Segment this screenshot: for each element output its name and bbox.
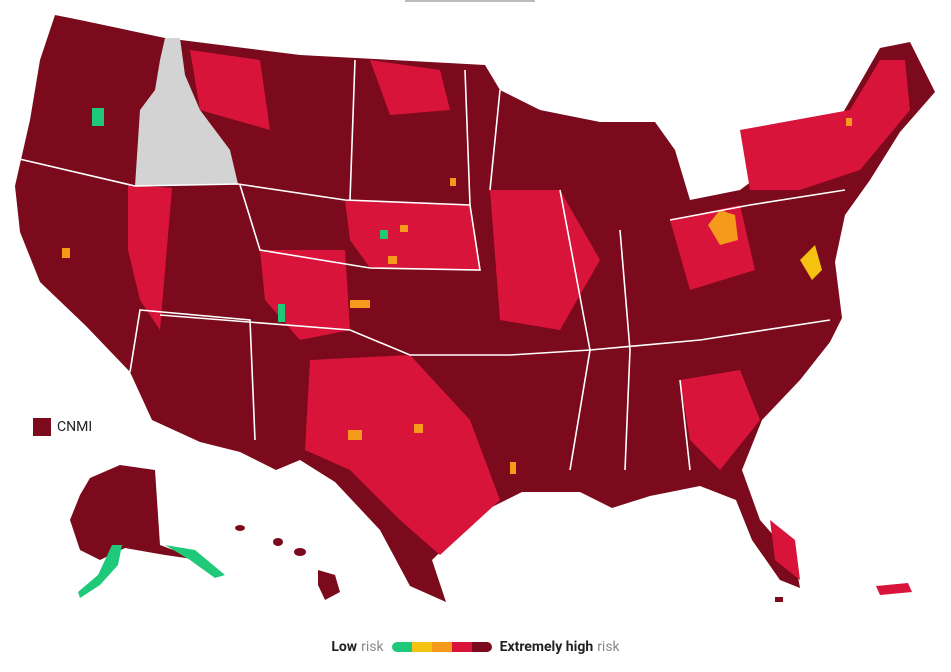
border (129, 309, 256, 441)
region (740, 60, 910, 190)
county (380, 230, 388, 239)
county (348, 430, 362, 440)
legend-low: Low (331, 639, 358, 655)
region (190, 50, 270, 130)
scroll-indicator (405, 0, 535, 2)
lower-risk-counties (62, 108, 852, 474)
puerto-rico (876, 583, 912, 595)
island (775, 597, 783, 602)
inset-swatch (33, 418, 51, 436)
county (400, 225, 408, 232)
county (278, 304, 285, 322)
county (92, 108, 104, 126)
island (273, 538, 283, 546)
legend-swatch (471, 642, 492, 652)
legend-high-suffix: risk (597, 639, 620, 655)
county (510, 462, 516, 474)
region (345, 200, 480, 270)
legend-scale (391, 642, 492, 652)
legend-swatch (431, 642, 452, 652)
hawaii (235, 525, 340, 600)
border (489, 89, 501, 191)
border (159, 314, 831, 356)
region (305, 355, 500, 555)
county (846, 118, 852, 126)
county (450, 178, 456, 186)
island (294, 548, 306, 556)
legend-swatch (391, 642, 412, 652)
border (559, 189, 591, 471)
state-borders (14, 59, 846, 471)
idaho-no-data (135, 38, 238, 186)
region (490, 190, 600, 330)
alaska-county (78, 545, 122, 598)
legend-low-suffix: risk (361, 639, 384, 655)
county (62, 248, 70, 258)
county (800, 245, 822, 280)
contiguous-us (15, 15, 935, 602)
legend-high: Extremely high (499, 639, 594, 655)
county (388, 256, 397, 264)
border (464, 69, 471, 206)
inset-legend: CNMI (33, 418, 92, 436)
alaska (70, 465, 225, 598)
high-risk-areas (128, 50, 910, 580)
legend-swatch (451, 642, 472, 652)
border (619, 229, 631, 471)
region (680, 370, 760, 470)
border (679, 379, 691, 471)
border (669, 189, 846, 221)
county (708, 210, 738, 245)
region (128, 185, 172, 330)
border (349, 59, 356, 201)
region (370, 60, 450, 115)
legend-swatch (411, 642, 432, 652)
county (414, 424, 423, 433)
inset-label: CNMI (57, 419, 93, 435)
island (235, 525, 245, 531)
alaska-county (165, 545, 225, 578)
alaska-land (70, 465, 200, 560)
region (770, 520, 800, 580)
county (350, 300, 370, 308)
island (318, 570, 340, 600)
risk-legend: Low risk Extremely high risk (0, 639, 951, 655)
